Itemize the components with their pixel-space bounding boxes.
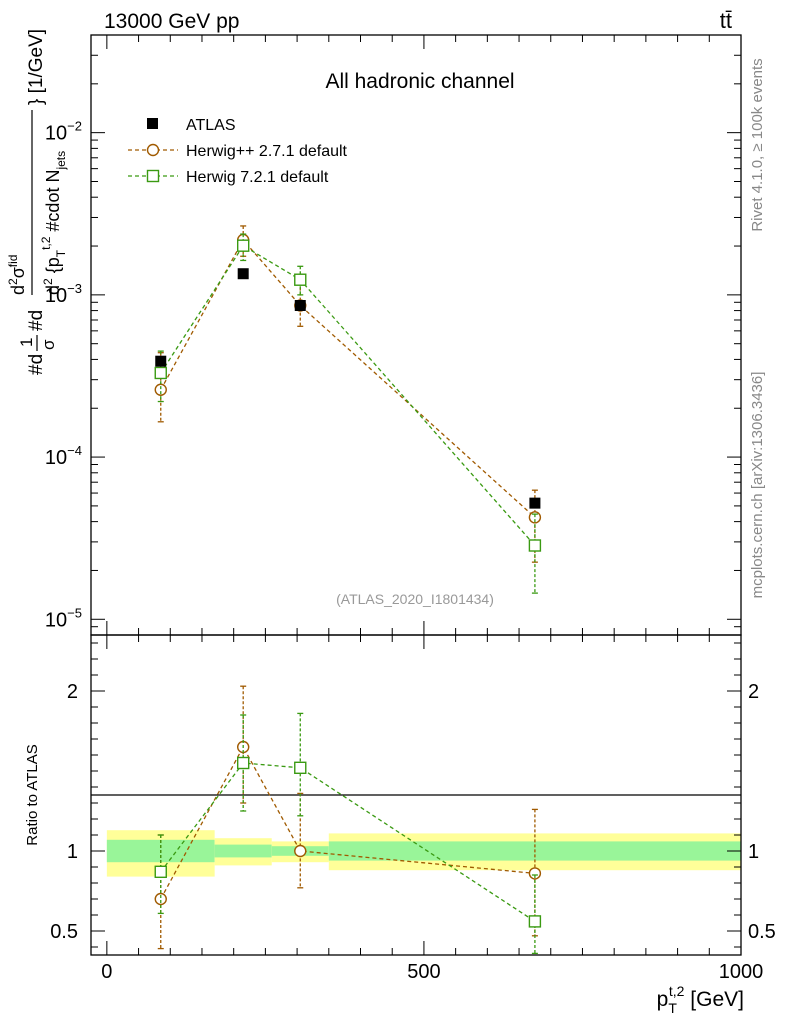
rivet-version-label: Rivet 4.1.0, ≥ 100k events [749, 58, 766, 231]
main-y-tick-label: 10−5 [45, 605, 82, 631]
main-point-atlas [237, 268, 249, 280]
ratio-point-herwig7 [528, 915, 542, 928]
main-panel-ticks [91, 34, 742, 636]
ylabel-unit: } [1/GeV] [26, 29, 47, 105]
ratio-tick-labels: 0.5 0.5 1 1 2 2 [50, 681, 776, 943]
x-tick-labels: 0 500 1000 [101, 961, 763, 983]
ratio-band-inner [214, 844, 272, 858]
main-point-herwig7 [528, 539, 542, 552]
main-point-herwig7 [294, 273, 307, 286]
energy-label: 13000 GeV pp [104, 10, 239, 33]
main-point-herwigpp [154, 383, 167, 396]
ratio-panel-ticks [91, 635, 742, 955]
process-label: tt̄ [720, 8, 732, 33]
legend-atlas-label: ATLAS [186, 117, 236, 134]
legend: ATLAS Herwig++ 2.7.1 default Herwig 7.2.… [128, 117, 348, 186]
main-y-tick-label: 10−4 [45, 443, 82, 469]
main-y-tick-labels: 10−5 10−4 10−3 10−2 [45, 119, 82, 632]
main-title: All hadronic channel [325, 70, 514, 93]
legend-herwigpp-marker [146, 143, 160, 157]
analysis-tag: (ATLAS_2020_I1801434) [336, 591, 494, 607]
ratio-point-herwig7 [294, 761, 307, 774]
ratio-y-tick-label-left: 0.5 [50, 921, 78, 943]
main-y-tick-label: 10−2 [45, 119, 82, 145]
legend-herwig7-marker [146, 169, 160, 183]
ratio-y-axis-label: Ratio to ATLAS [24, 744, 41, 845]
mcplots-label: mcplots.cern.ch [arXiv:1306.3436] [749, 372, 766, 599]
ylabel-frac-one: 1 [17, 338, 36, 347]
main-panel-data [154, 225, 542, 594]
ratio-y-tick-label-left: 2 [67, 681, 78, 703]
ylabel-prefix: #d [26, 354, 47, 375]
ratio-y-tick-label-right: 2 [748, 681, 759, 703]
main-series-line-2 [160, 244, 536, 546]
x-tick-label: 0 [101, 961, 112, 983]
legend-herwigpp-label: Herwig++ 2.7.1 default [186, 143, 348, 160]
x-tick-label: 500 [407, 961, 440, 983]
x-axis-label: pTt,2 [GeV] [657, 983, 744, 1016]
x-tick-label: 1000 [719, 961, 764, 983]
ratio-y-tick-label-right: 0.5 [748, 921, 776, 943]
main-point-atlas [529, 497, 541, 509]
ratio-point-herwigpp [154, 892, 167, 906]
ratio-point-herwig7 [154, 865, 167, 878]
ratio-y-tick-label-left: 1 [67, 841, 78, 863]
main-series-line-1 [160, 238, 536, 518]
ylabel-frac-sigma: σ [39, 339, 58, 350]
main-point-herwig7 [236, 239, 250, 252]
ratio-panel-data [154, 685, 542, 955]
ratio-y-tick-label-right: 1 [748, 841, 759, 863]
ratio-uncertainty-bands [106, 830, 741, 877]
main-point-atlas [155, 355, 167, 367]
ratio-point-herwigpp [528, 867, 542, 880]
legend-atlas-marker [147, 118, 158, 129]
legend-herwig7-label: Herwig 7.2.1 default [186, 169, 329, 186]
main-y-axis-label: #d 1 σ #d d2σfid d2 {pTt,2 #cdot Njets }… [6, 29, 68, 375]
ylabel-denominator: d2 {pTt,2 #cdot Njets [39, 151, 68, 295]
ratio-point-herwigpp [294, 844, 307, 858]
ratio-series-line-0 [160, 745, 535, 900]
ylabel-numerator: d2σfid [6, 255, 28, 296]
ratio-panel-frame [90, 634, 742, 956]
ratio-point-herwig7 [236, 756, 250, 770]
main-point-atlas [294, 299, 306, 311]
main-point-herwig7 [154, 366, 167, 380]
ylabel-hash-d: #d [26, 310, 47, 331]
main-y-tick-label: 10−3 [45, 281, 82, 307]
